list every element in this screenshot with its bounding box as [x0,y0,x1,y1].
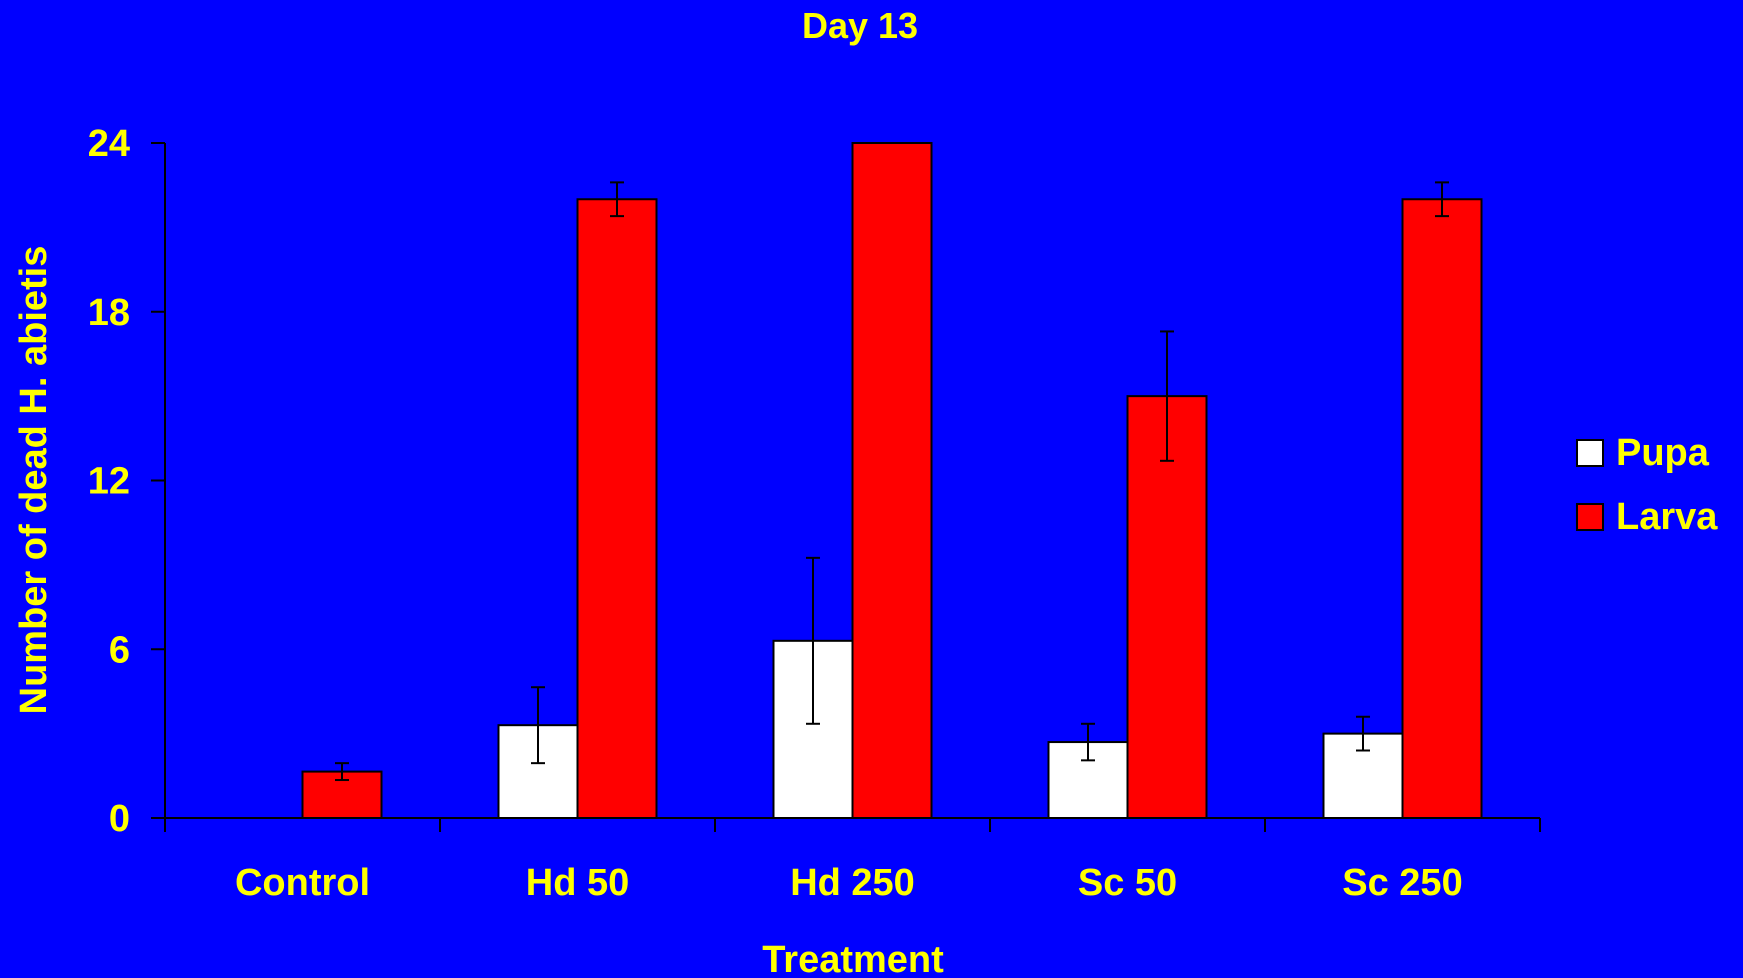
error-bars-layer [335,181,1449,782]
legend-swatch-larva [1576,503,1604,531]
x-axis-title: Treatment [762,939,944,978]
x-tick-label: Hd 250 [790,862,915,904]
legend: Pupa Larva [1576,432,1718,538]
y-tick-label: 6 [109,629,130,671]
y-axis-title: Number of dead H. abietis [13,246,55,715]
y-tick-label: 12 [88,461,130,503]
bar-larva [576,198,658,819]
legend-swatch-pupa [1576,439,1604,467]
y-tick-label: 24 [88,123,130,165]
x-tick-label: Hd 50 [526,862,629,904]
x-tick-label: Sc 50 [1078,862,1177,904]
x-tick-label: Sc 250 [1342,862,1462,904]
x-tick-label: Control [235,862,370,904]
y-tick-label: 18 [88,292,130,334]
axes-layer: Control Hd 50 Hd 250 Sc 50 Sc 250 0 6 12 18 24 [88,123,1541,904]
legend-label-pupa: Pupa [1616,432,1710,474]
legend-label-larva: Larva [1616,496,1718,538]
bar-larva [1401,198,1483,819]
bars-layer [301,142,1483,819]
bar-larva [851,142,933,819]
chart-title: Day 13 [802,5,918,46]
y-tick-label: 0 [109,798,130,840]
